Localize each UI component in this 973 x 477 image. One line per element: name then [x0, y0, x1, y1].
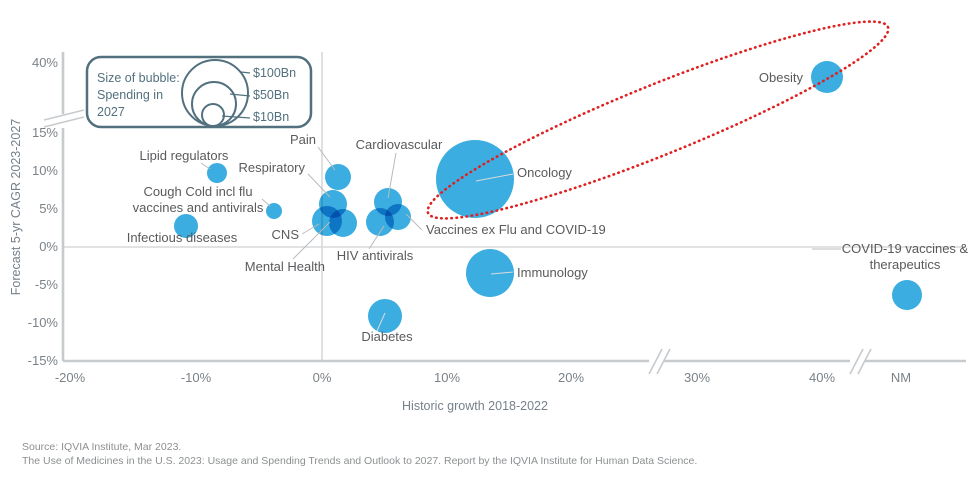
- leader-line-8: [405, 213, 423, 231]
- x-axis-break-mark-0: [648, 348, 663, 375]
- y-axis-title: Forecast 5-yr CAGR 2023-2027: [9, 119, 23, 296]
- label-obesity: Obesity: [759, 70, 804, 85]
- label-lipid-regulators: Lipid regulators: [140, 148, 229, 163]
- leader-line-10: [490, 271, 514, 275]
- leader-line-11: [376, 312, 386, 332]
- x-axis-title: Historic growth 2018-2022: [402, 399, 548, 413]
- legend-leader-100bn: [240, 71, 251, 74]
- legend-circle-10bn: [201, 103, 225, 127]
- leader-line-9: [475, 173, 514, 182]
- x-tick-40: 40%: [809, 370, 835, 385]
- legend-leader-10bn: [221, 115, 251, 119]
- bubble-mental-health: [329, 209, 357, 237]
- y-tick-10: 10%: [32, 163, 58, 178]
- leader-line-0: [200, 162, 211, 170]
- y-tick-40: 40%: [32, 55, 58, 70]
- y-tick-5: -5%: [35, 277, 59, 292]
- label-vaccines-ex-flu-and-covid-19: Vaccines ex Flu and COVID-19: [426, 222, 606, 237]
- label-covid-19-vaccines-therapeutics: COVID-19 vaccines &: [842, 241, 969, 256]
- bubble-lipid-regulators: [207, 163, 227, 183]
- y-tick-0: 0%: [39, 239, 58, 254]
- source-line-2: The Use of Medicines in the U.S. 2023: U…: [22, 455, 697, 467]
- y-tick-10: -10%: [28, 315, 59, 330]
- legend-title-line-3: 2027: [97, 105, 125, 119]
- label-infectious-diseases: Infectious diseases: [127, 230, 238, 245]
- x-tick-30: 30%: [684, 370, 710, 385]
- bubble-pain: [325, 164, 351, 190]
- leader-layer: [200, 146, 841, 332]
- y-tick-5: 5%: [39, 201, 58, 216]
- legend-size-label-100bn: $100Bn: [253, 66, 296, 80]
- leader-line-3: [307, 173, 331, 198]
- label-cough-cold-incl-flu-vaccines-and-antivirals: vaccines and antivirals: [133, 200, 264, 215]
- legend-title-line-2: Spending in: [97, 88, 163, 102]
- bubble-covid-19-vaccines-therapeutics: [892, 280, 922, 310]
- bubble-obesity: [811, 61, 843, 93]
- label-covid-19-vaccines-therapeutics: therapeutics: [870, 257, 941, 272]
- y-axis-break-mark-0: [43, 116, 85, 128]
- bubble-immunology: [466, 249, 514, 297]
- x-tick-10: -10%: [181, 370, 212, 385]
- label-pain: Pain: [290, 132, 316, 147]
- x-tick-10: 10%: [434, 370, 460, 385]
- label-diabetes: Diabetes: [361, 329, 413, 344]
- y-axis-break-mark-1: [43, 109, 85, 121]
- bubble-layer: [174, 61, 922, 333]
- bubble-oncology: [436, 140, 514, 218]
- leader-line-2: [317, 146, 336, 171]
- leader-line-4: [301, 223, 320, 235]
- legend-leader-50bn: [229, 93, 251, 97]
- x-axis-break-mark-1: [656, 348, 671, 375]
- axis-layer: [43, 52, 966, 375]
- bubble-infectious-diseases: [174, 214, 198, 238]
- source-line-1: Source: IQVIA Institute, Mar 2023.: [22, 441, 181, 453]
- bubble-label-layer: Infectious diseases Lipid regulators Cough…: [127, 70, 969, 344]
- x-tick-20: 20%: [558, 370, 584, 385]
- x-tick-nm: NM: [891, 370, 911, 385]
- label-cardiovascular: Cardiovascular: [356, 137, 443, 152]
- label-hiv-antivirals: HIV antivirals: [337, 248, 414, 263]
- label-immunology: Immunology: [517, 265, 588, 280]
- label-cough-cold-incl-flu-vaccines-and-antivirals: Cough Cold incl flu: [143, 184, 252, 199]
- highlight-ellipse: [426, 20, 890, 220]
- legend-title-line-1: Size of bubble:: [97, 71, 180, 85]
- y-tick-15: -15%: [28, 353, 59, 368]
- tick-layer: -20% -10% 0% 10% 20% 30% 40% NM 40% 15% 10% 5% 0% -5%…: [28, 55, 911, 385]
- x-tick-0: 0%: [313, 370, 332, 385]
- legend-size-label-50bn: $50Bn: [253, 88, 289, 102]
- bubble-cough-cold-incl-flu-vaccines-and-antivirals: [266, 203, 282, 219]
- label-respiratory: Respiratory: [239, 160, 306, 175]
- leader-line-1: [261, 198, 271, 207]
- x-axis-break-mark-3: [857, 348, 872, 375]
- y-tick-15: 15%: [32, 125, 58, 140]
- bubble-vaccines-ex-flu-and-covid-19: [385, 204, 411, 230]
- x-tick-20: -20%: [55, 370, 86, 385]
- label-mental-health: Mental Health: [245, 259, 325, 274]
- bubble-diabetes: [368, 299, 402, 333]
- legend-size-label-10bn: $10Bn: [253, 110, 289, 124]
- x-axis-break-mark-2: [849, 348, 864, 375]
- leader-line-5: [292, 221, 331, 260]
- leader-line-6: [387, 152, 397, 199]
- label-cns: CNS: [272, 227, 300, 242]
- label-oncology: Oncology: [517, 165, 572, 180]
- leader-line-7: [368, 225, 385, 250]
- bubble-size-legend: Size of bubble: Spending in 2027 $100Bn $50B…: [85, 55, 313, 129]
